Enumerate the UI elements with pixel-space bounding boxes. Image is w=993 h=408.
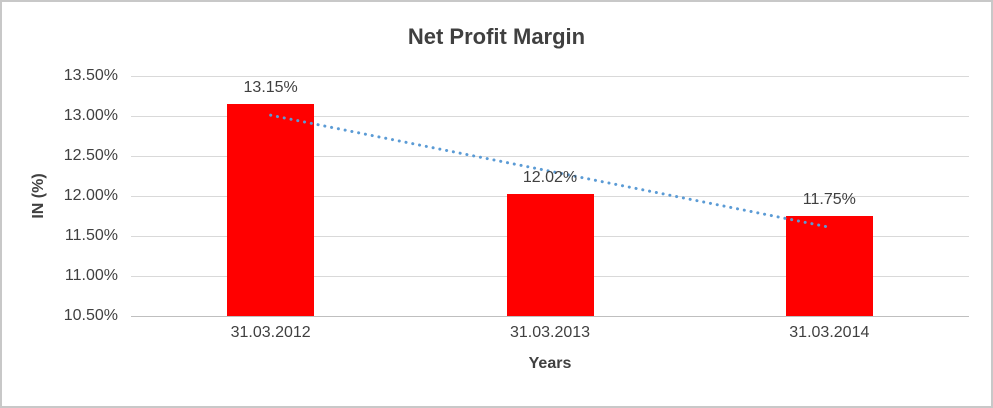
trendline [269,113,831,229]
gridline [131,75,969,77]
y-tick-label: 12.50% [63,147,118,164]
y-tick-label: 13.50% [63,67,118,84]
x-tick-label: 31.03.2012 [230,324,311,341]
chart-title: Net Profit Margin [407,24,586,49]
bar-data-label: 11.75% [802,191,856,208]
x-tick-label: 31.03.2014 [789,324,870,341]
x-axis-title: Years [528,355,572,372]
bar-31.03.2013 [506,194,594,316]
y-tick-label: 13.00% [63,107,118,124]
bar-31.03.2014 [785,216,873,316]
bar-data-label: 13.15% [243,79,298,96]
y-tick-label: 11.50% [64,227,118,244]
y-tick-label: 11.00% [64,267,118,284]
gridline [131,115,969,117]
bar-data-label: 12.02% [522,169,578,187]
x-tick-label: 31.03.2013 [509,324,591,341]
bar-31.03.2012 [227,104,315,316]
y-tick-label: 12.00% [63,187,118,204]
trendline-dotted [269,113,831,229]
y-tick-label: 10.50% [63,307,118,324]
gridline [131,155,969,157]
plot-area: 13.15% 12.02% 11.75% [131,75,969,317]
gridline [131,315,969,317]
